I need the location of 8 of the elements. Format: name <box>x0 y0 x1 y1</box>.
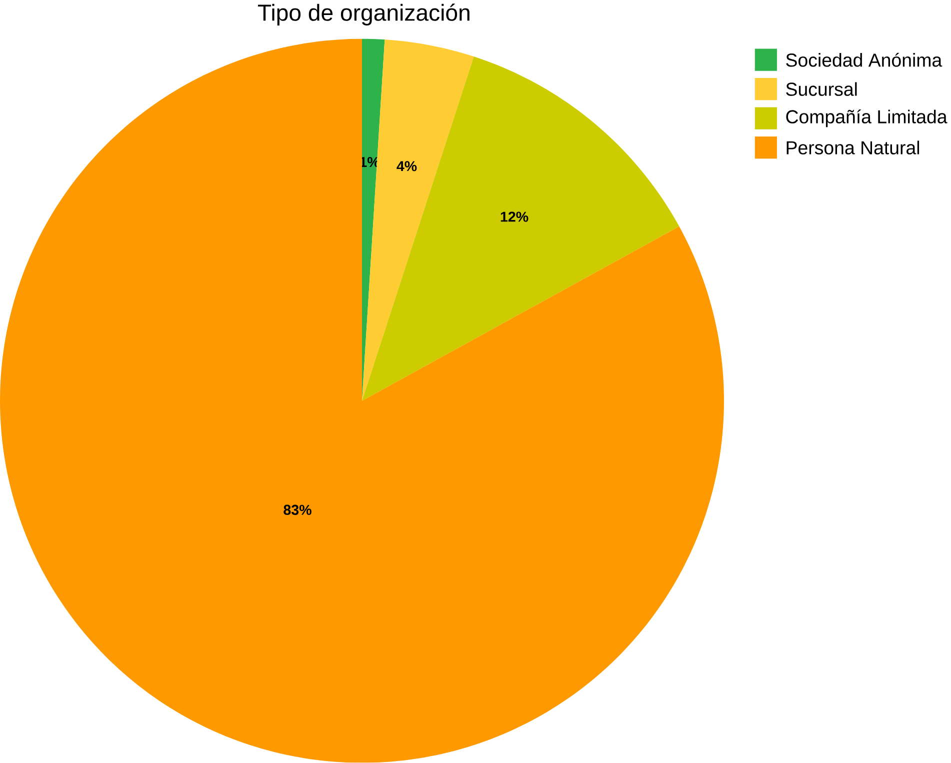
data-label: 12% <box>500 212 528 222</box>
data-label: 83% <box>284 504 312 516</box>
chart-title: Tipo de organización <box>258 4 470 26</box>
legend-label: Sucursal <box>786 82 857 96</box>
data-label: 4% <box>396 161 417 172</box>
legend-label: Sociedad Anónima <box>786 52 942 67</box>
legend-label: Persona Natural <box>786 140 920 155</box>
legend-label: Compañía Limitada <box>786 110 948 128</box>
